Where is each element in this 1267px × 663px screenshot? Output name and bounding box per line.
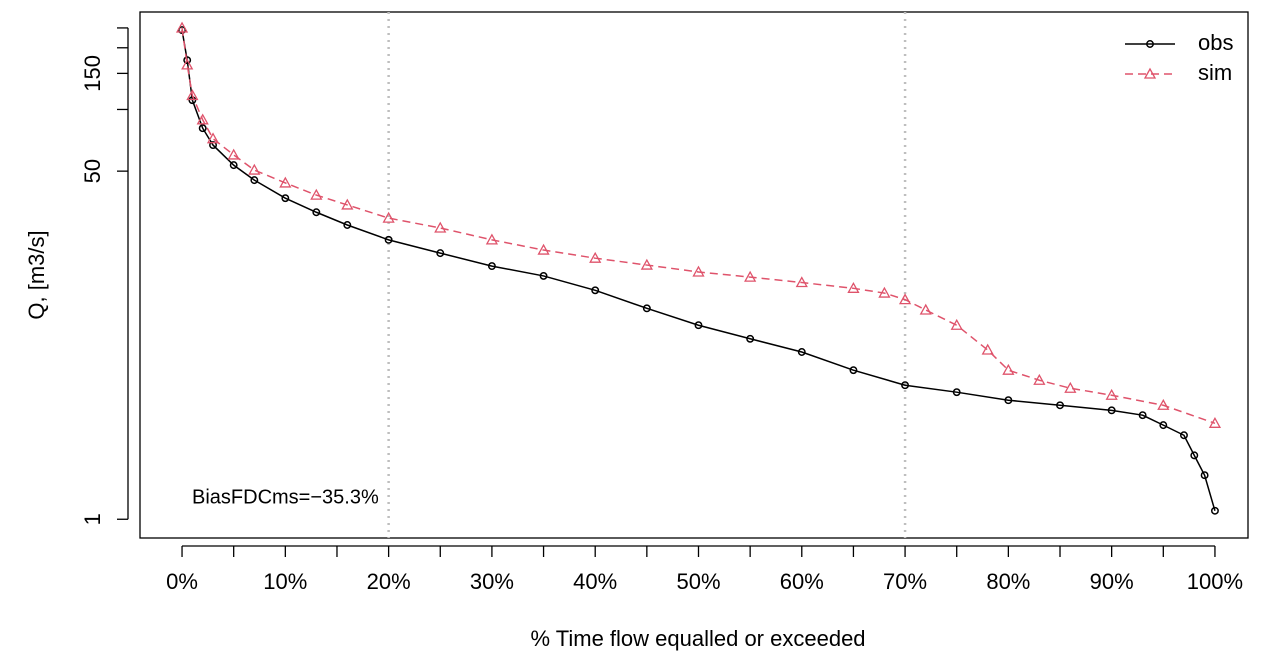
data-point — [310, 188, 323, 200]
data-point — [795, 276, 808, 288]
data-point — [1138, 411, 1147, 420]
y-tick-label: 1 — [80, 513, 105, 525]
x-tick-label: 90% — [1090, 569, 1134, 594]
x-tick-label: 70% — [883, 569, 927, 594]
data-point — [1002, 363, 1015, 375]
data-point — [248, 163, 261, 175]
y-tick-label: 150 — [80, 55, 105, 92]
data-point — [694, 321, 703, 330]
x-tick-label: 10% — [263, 569, 307, 594]
data-point — [279, 176, 292, 188]
data-point — [744, 270, 757, 282]
y-tick-label: 50 — [80, 159, 105, 183]
data-point — [640, 258, 653, 270]
series-line — [181, 27, 1216, 424]
data-point — [1159, 421, 1168, 430]
data-point — [196, 113, 209, 125]
data-point — [692, 265, 705, 277]
annotation: BiasFDCms=−35.3% — [192, 486, 379, 508]
data-point — [589, 251, 602, 263]
data-point — [539, 271, 548, 280]
data-point — [227, 148, 240, 160]
data-point — [250, 176, 259, 185]
data-point — [981, 343, 994, 355]
data-point — [537, 243, 550, 255]
data-point — [175, 21, 189, 33]
legend-label: sim — [1198, 60, 1232, 85]
data-point — [1105, 388, 1118, 400]
x-tick-label: 50% — [676, 569, 720, 594]
legend-marker — [1146, 40, 1154, 48]
data-point — [1004, 396, 1013, 405]
x-tick-label: 0% — [166, 569, 198, 594]
data-point — [1033, 373, 1046, 385]
data-point — [898, 293, 912, 305]
data-point — [384, 235, 393, 244]
data-point — [181, 58, 194, 70]
x-tick-label: 20% — [367, 569, 411, 594]
data-point — [1157, 398, 1170, 410]
x-tick-label: 100% — [1187, 569, 1243, 594]
data-point — [434, 221, 447, 233]
data-point — [901, 381, 910, 390]
data-point — [382, 211, 395, 223]
data-point — [209, 141, 217, 150]
data-point — [1064, 381, 1077, 393]
data-point — [281, 194, 290, 203]
data-point — [746, 334, 755, 343]
x-axis-label: % Time flow equalled or exceeded — [530, 626, 865, 651]
data-point — [1107, 406, 1116, 415]
data-point — [198, 124, 207, 133]
x-tick-label: 40% — [573, 569, 617, 594]
data-point — [343, 221, 352, 229]
x-tick-label: 30% — [470, 569, 514, 594]
data-point — [436, 249, 445, 258]
data-point — [1056, 401, 1064, 410]
data-point — [229, 161, 238, 170]
data-point — [1208, 416, 1222, 428]
data-point — [642, 304, 651, 313]
data-point — [950, 318, 963, 330]
data-point — [847, 281, 860, 293]
data-point — [485, 233, 499, 245]
data-point — [1200, 471, 1209, 480]
series-line — [181, 29, 1216, 511]
x-tick-label: 80% — [986, 569, 1030, 594]
data-point — [183, 56, 192, 65]
y-axis-label: Q, [m3/s] — [24, 230, 49, 319]
data-point — [1190, 451, 1199, 460]
data-point — [487, 262, 496, 271]
data-point — [206, 132, 220, 144]
data-point — [1210, 506, 1219, 515]
data-point — [919, 303, 932, 315]
legend-label: obs — [1198, 30, 1233, 55]
x-tick-label: 60% — [780, 569, 824, 594]
data-point — [797, 348, 806, 356]
legend-marker — [1143, 67, 1157, 79]
data-point — [591, 286, 600, 295]
data-point — [952, 388, 961, 397]
data-point — [878, 286, 891, 298]
data-point — [849, 366, 858, 375]
data-point — [341, 198, 354, 210]
data-point — [186, 89, 199, 101]
plot-frame — [139, 11, 1249, 539]
data-point — [312, 208, 321, 217]
data-point — [1180, 431, 1188, 440]
